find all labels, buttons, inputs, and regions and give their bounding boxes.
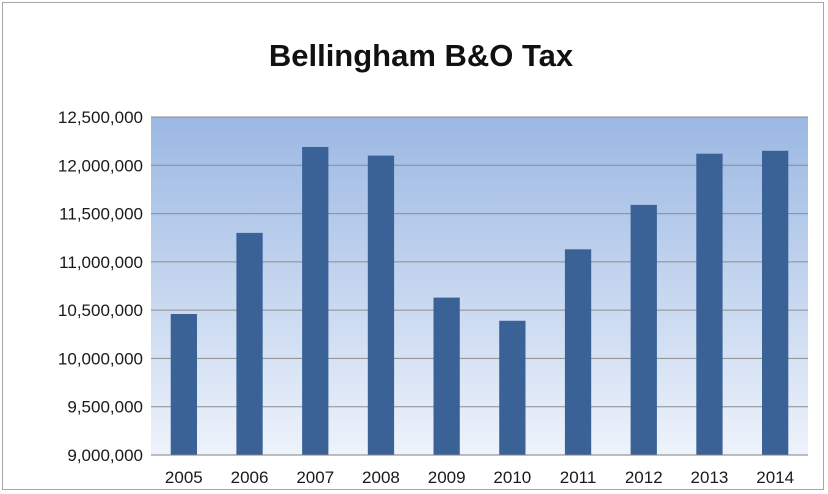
- x-tick-label: 2012: [625, 468, 663, 487]
- x-tick-label: 2010: [493, 468, 531, 487]
- x-tick-label: 2005: [165, 468, 203, 487]
- bar-2009: [433, 297, 460, 455]
- bar-2008: [367, 155, 395, 455]
- y-tick-label: 9,000,000: [67, 446, 143, 465]
- bar-2010: [499, 320, 526, 455]
- x-axis-ticks: 2005 2006 2007 2008 2009 2010 2011 2012 2013 2014: [165, 468, 794, 487]
- bar-2014: [762, 150, 789, 456]
- x-tick-label: 2008: [362, 468, 400, 487]
- bar-chart: Bellingham B&O Tax 9,000,000 9,500,000 10,…: [58, 38, 808, 487]
- bar-2011: [564, 249, 592, 455]
- y-tick-label: 11,000,000: [59, 253, 143, 272]
- chart-title: Bellingham B&O Tax: [269, 38, 574, 73]
- bars: [170, 146, 789, 456]
- bar-2006: [236, 232, 263, 455]
- y-tick-label: 10,500,000: [58, 301, 143, 320]
- y-tick-label: 9,500,000: [67, 398, 143, 417]
- y-tick-label: 10,000,000: [58, 349, 143, 368]
- y-axis-ticks: 9,000,000 9,500,000 10,000,000 10,500,000 11…: [58, 108, 143, 465]
- x-tick-label: 2013: [691, 468, 729, 487]
- bar-2005: [170, 314, 197, 455]
- bar-2007: [302, 146, 329, 456]
- x-tick-label: 2007: [296, 468, 334, 487]
- y-tick-label: 11,500,000: [59, 205, 143, 224]
- x-tick-label: 2006: [231, 468, 269, 487]
- y-tick-label: 12,500,000: [58, 108, 143, 127]
- bar-2013: [696, 153, 723, 455]
- x-tick-label: 2011: [560, 468, 597, 487]
- bar-2012: [630, 204, 657, 455]
- y-tick-label: 12,000,000: [58, 156, 143, 175]
- x-tick-label: 2009: [428, 468, 466, 487]
- x-tick-label: 2014: [756, 468, 794, 487]
